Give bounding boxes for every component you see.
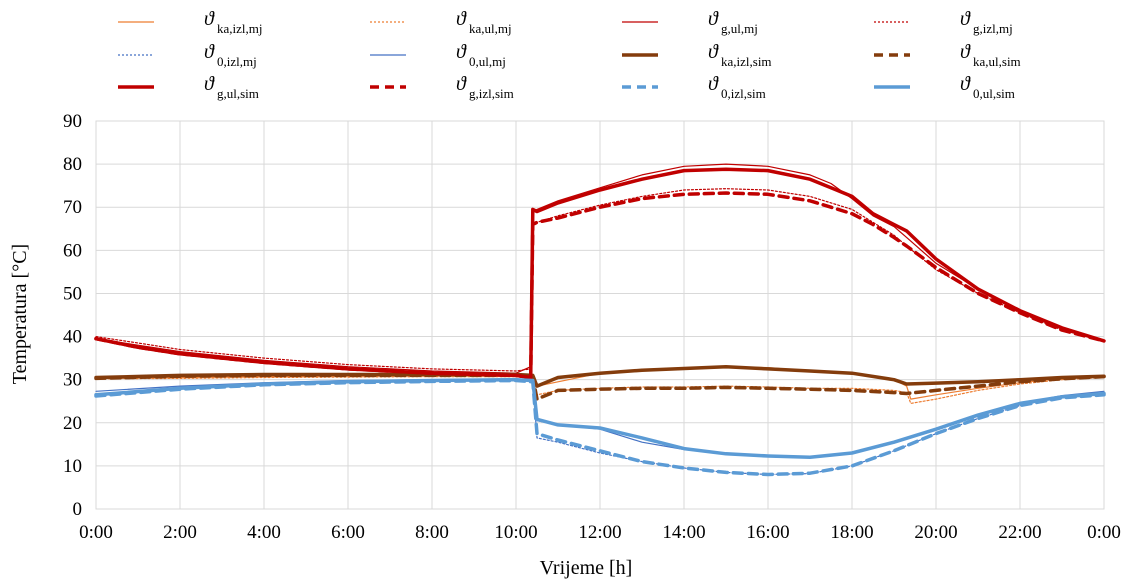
y-tick-label: 40 (63, 327, 82, 348)
y-tick-label: 60 (63, 240, 82, 261)
legend-symbol: ϑ (708, 8, 719, 30)
legend-item: ϑ ka,izl,mj (118, 8, 263, 36)
legend-item: ϑ g,ul,sim (118, 73, 259, 101)
x-tick-label: 16:00 (746, 522, 789, 543)
y-tick-label: 0 (73, 499, 83, 520)
series-line-ka-ul-sim (94, 373, 1106, 401)
x-tick-label: 2:00 (163, 522, 197, 543)
legend-item: ϑ 0,ul,mj (370, 41, 506, 69)
y-tick-label: 70 (63, 197, 82, 218)
legend-item: ϑ ka,izl,sim (622, 41, 772, 69)
series-line-g-ul-sim (94, 167, 1106, 380)
y-tick-label: 10 (63, 456, 82, 477)
x-axis-title: Vrijeme [h] (540, 557, 633, 579)
legend-symbol: ϑ (708, 41, 719, 63)
legend-symbol: ϑ (708, 73, 719, 95)
legend-subscript: 0,izl,sim (721, 86, 766, 101)
x-tick-label: 22:00 (998, 522, 1041, 543)
legend-item: ϑ ka,ul,mj (370, 8, 512, 36)
legend-symbol: ϑ (456, 8, 467, 30)
legend-subscript: g,ul,mj (721, 21, 758, 36)
grid (95, 120, 1105, 510)
y-tick-label: 50 (63, 283, 82, 304)
legend-symbol: ϑ (204, 41, 215, 63)
legend-subscript: ka,izl,mj (217, 21, 263, 36)
x-tick-label: 0:00 (1087, 522, 1121, 543)
y-tick-label: 90 (63, 111, 82, 132)
legend-item: ϑ g,izl,mj (874, 8, 1013, 36)
legend-symbol: ϑ (960, 8, 971, 30)
x-tick-label: 0:00 (79, 522, 113, 543)
legend-subscript: 0,ul,sim (973, 86, 1015, 101)
y-axis-title: Temperatura [°C] (9, 244, 31, 384)
legend: ϑ ka,izl,mj ϑ ka,ul,mj ϑ g,ul,mj ϑ g,izl,mjϑ 0,i… (118, 8, 1021, 101)
legend-item: ϑ 0,izl,sim (622, 73, 766, 101)
legend-subscript: ka,ul,mj (469, 21, 512, 36)
legend-symbol: ϑ (204, 8, 215, 30)
x-tick-label: 18:00 (830, 522, 873, 543)
x-tick-label: 8:00 (415, 522, 449, 543)
legend-subscript: ka,ul,sim (973, 54, 1021, 69)
legend-subscript: g,ul,sim (217, 86, 259, 101)
y-tick-label: 80 (63, 154, 82, 175)
x-tick-label: 10:00 (494, 522, 537, 543)
y-tick-label: 30 (63, 370, 82, 391)
x-tick-label: 14:00 (662, 522, 705, 543)
legend-subscript: g,izl,sim (469, 86, 514, 101)
x-tick-label: 20:00 (914, 522, 957, 543)
series-line-0-ul-sim (94, 377, 1106, 460)
legend-symbol: ϑ (960, 41, 971, 63)
legend-symbol: ϑ (204, 73, 215, 95)
axes: 0 10 20 30 40 50 60 70 80 90 0:00 2:00 4:00 6:00 8:00 1… (63, 111, 1121, 543)
legend-subscript: g,izl,mj (973, 21, 1013, 36)
series-layer (94, 163, 1106, 477)
legend-item: ϑ g,ul,mj (622, 8, 758, 36)
legend-subscript: 0,izl,mj (217, 54, 257, 69)
x-tick-label: 4:00 (247, 522, 281, 543)
legend-item: ϑ 0,izl,mj (118, 41, 257, 69)
y-tick-label: 20 (63, 413, 82, 434)
series-line-g-izl-sim (94, 191, 1106, 380)
x-tick-label: 12:00 (578, 522, 621, 543)
legend-symbol: ϑ (456, 73, 467, 95)
legend-symbol: ϑ (456, 41, 467, 63)
x-tick-label: 6:00 (331, 522, 365, 543)
series-line-g-ul-mj (95, 163, 1105, 374)
legend-subscript: 0,ul,mj (469, 54, 506, 69)
legend-symbol: ϑ (960, 73, 971, 95)
legend-subscript: ka,izl,sim (721, 54, 772, 69)
legend-item: ϑ 0,ul,sim (874, 73, 1015, 101)
legend-item: ϑ g,izl,sim (370, 73, 514, 101)
legend-item: ϑ ka,ul,sim (874, 41, 1021, 69)
